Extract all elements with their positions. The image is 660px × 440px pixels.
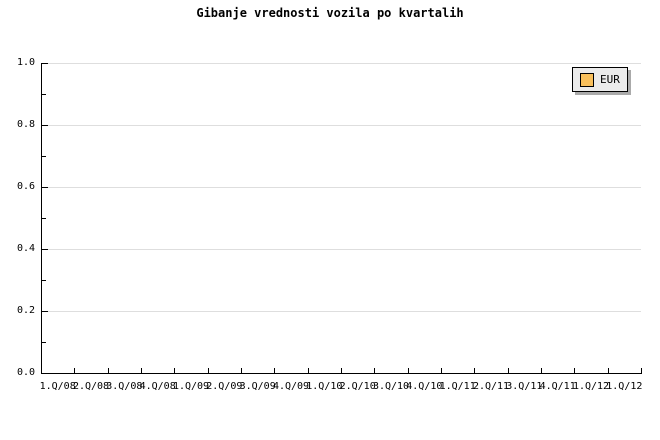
chart-title: Gibanje vrednosti vozila po kvartalih (196, 6, 464, 20)
legend-box: EUR (572, 67, 628, 92)
x-axis-label: 1.Q/10 (306, 381, 343, 392)
x-axis-label: 3.Q/11 (506, 381, 543, 392)
x-tick (541, 368, 542, 373)
x-axis-label: 1.Q/08 (39, 381, 76, 392)
x-tick (508, 368, 509, 373)
x-axis-label: 3.Q/10 (372, 381, 410, 392)
legend-label: EUR (600, 73, 620, 86)
x-tick (274, 368, 275, 373)
x-tick (241, 368, 242, 373)
y-major-tick (42, 63, 48, 64)
y-axis-line (41, 63, 42, 374)
x-tick (208, 368, 209, 373)
x-axis-label: 2.Q/08 (72, 381, 110, 392)
gridline (41, 63, 641, 64)
x-tick (108, 368, 109, 373)
x-axis-label: 1.Q/12 (606, 381, 643, 392)
y-major-tick (42, 311, 48, 312)
x-axis-label: 4.Q/10 (406, 381, 443, 392)
x-axis-label: 1.Q/09 (172, 381, 210, 392)
x-axis-label: 1.Q/12 (572, 381, 610, 392)
x-axis-label: 4.Q/09 (272, 381, 310, 392)
y-axis-label: 0.2 (16, 305, 35, 316)
x-axis-label: 4.Q/08 (139, 381, 176, 392)
x-axis-label: 3.Q/09 (239, 381, 276, 392)
x-tick (374, 368, 375, 373)
gridline (41, 125, 641, 126)
y-major-tick (42, 187, 48, 188)
x-axis-label: 3.Q/08 (106, 381, 143, 392)
y-minor-tick (42, 342, 46, 343)
y-axis-label: 0.4 (16, 243, 35, 254)
y-minor-tick (42, 218, 46, 219)
x-axis-label: 4.Q/11 (539, 381, 576, 392)
x-tick (608, 368, 609, 373)
gridline (41, 311, 641, 312)
x-tick (474, 368, 475, 373)
x-axis-label: 1.Q/11 (439, 381, 476, 392)
y-minor-tick (42, 94, 46, 95)
x-axis-label: 2.Q/09 (206, 381, 243, 392)
y-minor-tick (42, 156, 46, 157)
x-tick (408, 368, 409, 373)
x-tick (174, 368, 175, 373)
gridline (41, 187, 641, 188)
x-tick (341, 368, 342, 373)
plot-area (41, 63, 641, 373)
y-axis-label: 0.6 (16, 181, 35, 192)
y-axis-label: 1.0 (16, 57, 35, 68)
x-tick (441, 368, 442, 373)
x-tick (141, 368, 142, 373)
y-axis-label: 0.8 (16, 119, 35, 130)
legend-swatch-icon (580, 72, 594, 87)
y-major-tick (42, 125, 48, 126)
x-axis-label: 2.Q/10 (339, 381, 376, 392)
x-tick (641, 368, 642, 373)
gridline (41, 249, 641, 250)
x-axis-label: 2.Q/11 (472, 381, 510, 392)
y-minor-tick (42, 280, 46, 281)
x-tick (308, 368, 309, 373)
y-major-tick (42, 249, 48, 250)
y-axis-label: 0.0 (16, 367, 35, 378)
x-axis-line (41, 373, 642, 374)
x-tick (74, 368, 75, 373)
x-tick (574, 368, 575, 373)
